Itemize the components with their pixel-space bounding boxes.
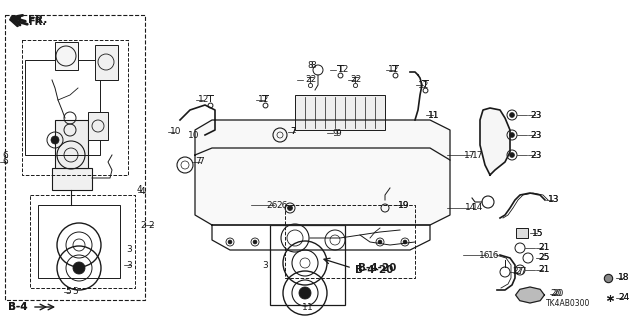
Circle shape (253, 240, 257, 244)
Text: 22: 22 (305, 76, 316, 84)
Text: 15: 15 (532, 228, 543, 237)
Text: 2: 2 (148, 220, 154, 229)
Bar (295, 95, 385, 130)
Text: 13: 13 (548, 196, 559, 204)
Circle shape (228, 240, 232, 244)
Bar (55, 42, 78, 70)
Text: 22: 22 (350, 76, 361, 84)
Text: 10: 10 (188, 131, 200, 140)
Text: B-4-20: B-4-20 (355, 265, 394, 275)
Text: 23: 23 (530, 150, 541, 159)
Text: 19: 19 (398, 201, 410, 210)
Text: 5: 5 (65, 287, 71, 297)
Circle shape (287, 205, 292, 211)
Polygon shape (480, 108, 510, 175)
Text: 1: 1 (302, 303, 308, 313)
Text: 23: 23 (530, 131, 541, 140)
Bar (38, 205, 120, 278)
Bar (270, 225, 345, 305)
Text: 12: 12 (388, 66, 399, 75)
Text: 2: 2 (140, 220, 146, 229)
Circle shape (51, 136, 59, 144)
Text: 8: 8 (310, 60, 316, 69)
Text: 9: 9 (335, 129, 340, 138)
Text: 17: 17 (472, 150, 483, 159)
Text: 11: 11 (428, 110, 440, 119)
Text: 21: 21 (538, 244, 549, 252)
Text: 23: 23 (530, 110, 541, 119)
Text: 17: 17 (463, 150, 475, 159)
Text: 11: 11 (428, 110, 440, 119)
Text: 18: 18 (618, 274, 630, 283)
Text: 21: 21 (538, 266, 549, 275)
Text: FR.: FR. (28, 17, 46, 27)
Text: 27: 27 (515, 268, 526, 276)
Text: 20: 20 (550, 290, 561, 299)
Text: 3: 3 (126, 260, 132, 269)
Text: 19: 19 (398, 201, 410, 210)
Text: 9: 9 (332, 129, 338, 138)
Text: 16: 16 (488, 251, 499, 260)
Text: 25: 25 (538, 253, 549, 262)
Bar (55, 120, 88, 168)
Bar (52, 168, 92, 190)
Text: 12: 12 (418, 81, 429, 90)
Text: B-4: B-4 (8, 302, 28, 312)
Bar (88, 112, 108, 140)
Text: 7: 7 (195, 157, 201, 166)
Text: 18: 18 (618, 274, 630, 283)
Text: 15: 15 (532, 228, 543, 237)
Text: 23: 23 (530, 150, 541, 159)
Text: 12: 12 (198, 95, 209, 105)
Text: 13: 13 (548, 196, 559, 204)
Text: 7: 7 (290, 127, 296, 137)
Text: 27: 27 (512, 268, 524, 276)
Circle shape (378, 240, 382, 244)
Text: 14: 14 (472, 204, 483, 212)
Text: B-4: B-4 (8, 302, 28, 312)
Text: 26: 26 (276, 201, 287, 210)
Text: 25: 25 (538, 253, 549, 262)
Text: TK4AB0300: TK4AB0300 (546, 299, 590, 308)
Text: 24: 24 (618, 293, 629, 302)
Text: B-4-20: B-4-20 (358, 263, 396, 273)
Text: 12: 12 (338, 66, 349, 75)
Polygon shape (195, 148, 450, 225)
Text: 14: 14 (465, 204, 476, 212)
Text: 16: 16 (479, 251, 490, 260)
Bar (25, 60, 100, 155)
Text: FR.: FR. (28, 15, 47, 25)
Circle shape (73, 262, 85, 274)
Text: 3: 3 (262, 260, 268, 269)
Text: 7: 7 (198, 157, 204, 166)
Text: 1: 1 (307, 303, 313, 313)
Polygon shape (195, 120, 450, 160)
Text: 4: 4 (137, 186, 143, 195)
Circle shape (299, 287, 311, 299)
Text: 4: 4 (140, 188, 146, 196)
Text: 6: 6 (2, 157, 8, 166)
Text: 21: 21 (538, 266, 549, 275)
Bar (516, 228, 528, 238)
Circle shape (509, 113, 515, 117)
Text: 10: 10 (170, 127, 182, 137)
Bar (95, 45, 118, 80)
Text: 7: 7 (290, 127, 296, 137)
Text: 21: 21 (538, 244, 549, 252)
Text: 12: 12 (258, 95, 269, 105)
Circle shape (403, 240, 407, 244)
Text: 3: 3 (126, 245, 132, 254)
Text: 26: 26 (267, 201, 278, 210)
Text: 8: 8 (307, 60, 313, 69)
Polygon shape (516, 287, 545, 303)
Circle shape (509, 132, 515, 138)
Text: 23: 23 (530, 110, 541, 119)
Text: 23: 23 (530, 131, 541, 140)
Text: 24: 24 (618, 293, 629, 302)
Circle shape (509, 153, 515, 157)
Text: 5: 5 (72, 287, 77, 297)
Text: 6: 6 (2, 150, 8, 159)
Text: 20: 20 (552, 290, 563, 299)
